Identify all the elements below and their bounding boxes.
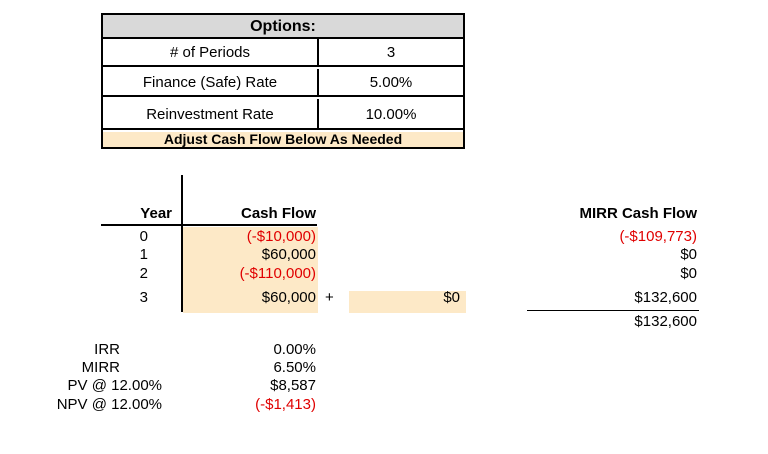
- year-cell: 2: [139, 265, 148, 282]
- extra-cash-flow-value[interactable]: $0: [443, 289, 460, 306]
- mirr-total-rule: [527, 310, 699, 311]
- periods-value[interactable]: 3: [386, 44, 396, 61]
- periods-label: # of Periods: [103, 39, 319, 65]
- year-cell: 3: [139, 289, 148, 306]
- irr-label: IRR: [94, 341, 120, 358]
- finance-rate-label: Finance (Safe) Rate: [103, 69, 319, 95]
- irr-value: 0.00%: [273, 341, 316, 358]
- options-row-reinvestment-rate: Reinvestment Rate 10.00%: [103, 99, 463, 130]
- cash-flow-input-area: [183, 227, 318, 313]
- reinvestment-rate-label: Reinvestment Rate: [103, 99, 319, 128]
- cash-flow-cell[interactable]: (-$110,000): [239, 265, 316, 282]
- options-table: Options: # of Periods 3 Finance (Safe) R…: [101, 13, 465, 149]
- options-footer-note: Adjust Cash Flow Below As Needed: [103, 132, 463, 147]
- mirr-label: MIRR: [81, 359, 120, 376]
- mirr-cash-flow-cell: $0: [680, 265, 697, 282]
- year-header-underline: [101, 224, 181, 226]
- mirr-cash-flow-cell: $132,600: [634, 289, 697, 306]
- extra-cash-flow-input-area: [349, 291, 466, 313]
- year-header: Year: [140, 205, 172, 222]
- npv-value: (-$1,413): [255, 396, 316, 413]
- pv-value: $8,587: [270, 377, 316, 394]
- mirr-value: 6.50%: [273, 359, 316, 376]
- cash-flow-header: Cash Flow: [240, 205, 316, 222]
- cash-flow-header-underline: [183, 224, 317, 226]
- reinvestment-rate-value[interactable]: 10.00%: [365, 106, 417, 123]
- mirr-cash-flow-cell: (-$109,773): [619, 228, 697, 245]
- mirr-cash-flow-header: MIRR Cash Flow: [579, 205, 697, 222]
- year-column-divider: [181, 175, 183, 312]
- plus-sign: +: [325, 289, 334, 306]
- pv-label: PV @ 12.00%: [67, 377, 162, 394]
- mirr-total-value: $132,600: [634, 313, 697, 330]
- options-title: Options:: [103, 15, 463, 39]
- year-cell: 1: [139, 246, 148, 263]
- cash-flow-cell[interactable]: (-$10,000): [246, 228, 316, 245]
- cash-flow-cell[interactable]: $60,000: [261, 246, 316, 263]
- cash-flow-cell[interactable]: $60,000: [261, 289, 316, 306]
- mirr-cash-flow-cell: $0: [680, 246, 697, 263]
- year-cell: 0: [139, 228, 148, 245]
- finance-rate-value[interactable]: 5.00%: [369, 74, 413, 91]
- options-row-periods: # of Periods 3: [103, 39, 463, 67]
- options-row-finance-rate: Finance (Safe) Rate 5.00%: [103, 69, 463, 97]
- npv-label: NPV @ 12.00%: [56, 396, 162, 413]
